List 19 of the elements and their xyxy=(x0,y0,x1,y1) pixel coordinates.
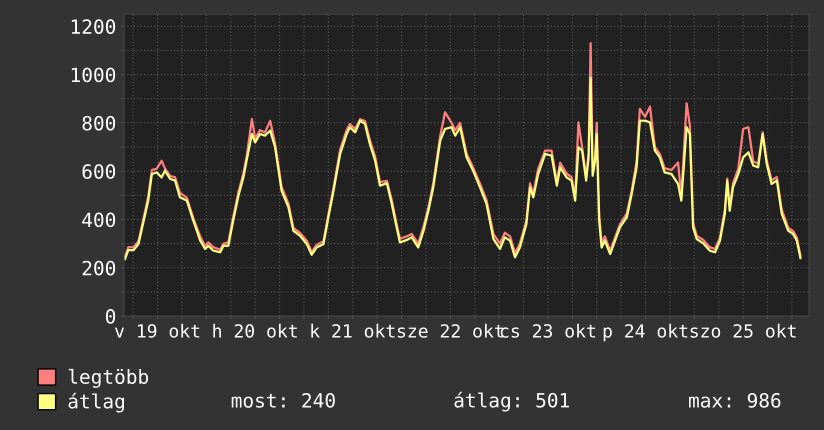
x-tick-label: v 19 okt xyxy=(114,324,200,338)
text: most: 240 xyxy=(232,393,335,408)
legend-label: legtöbb xyxy=(68,368,148,388)
y-tick-label: 400 xyxy=(82,212,116,228)
y-tick-label: 1200 xyxy=(72,19,116,34)
text: átlag: 501 xyxy=(454,392,569,412)
y-tick-label: 600 xyxy=(82,164,116,179)
x-tick-label: cs 23 okt xyxy=(500,324,596,338)
x-tick-label: p 24 okt xyxy=(604,324,688,342)
y-tick-label: 0 xyxy=(106,309,116,324)
legend-label: átlag xyxy=(68,392,124,412)
y-tick-label: 200 xyxy=(82,260,116,276)
x-tick-label: k 21 okt xyxy=(311,324,394,338)
y-tick-label: 800 xyxy=(82,116,116,131)
x-tick-label: h 20 okt xyxy=(213,324,297,338)
x-tick-label: sze 22 okt xyxy=(398,324,503,338)
y-tick-label: 1000 xyxy=(72,68,116,82)
x-tick-label: szo 25 okt xyxy=(690,324,796,338)
text: max: 986 xyxy=(689,393,780,408)
